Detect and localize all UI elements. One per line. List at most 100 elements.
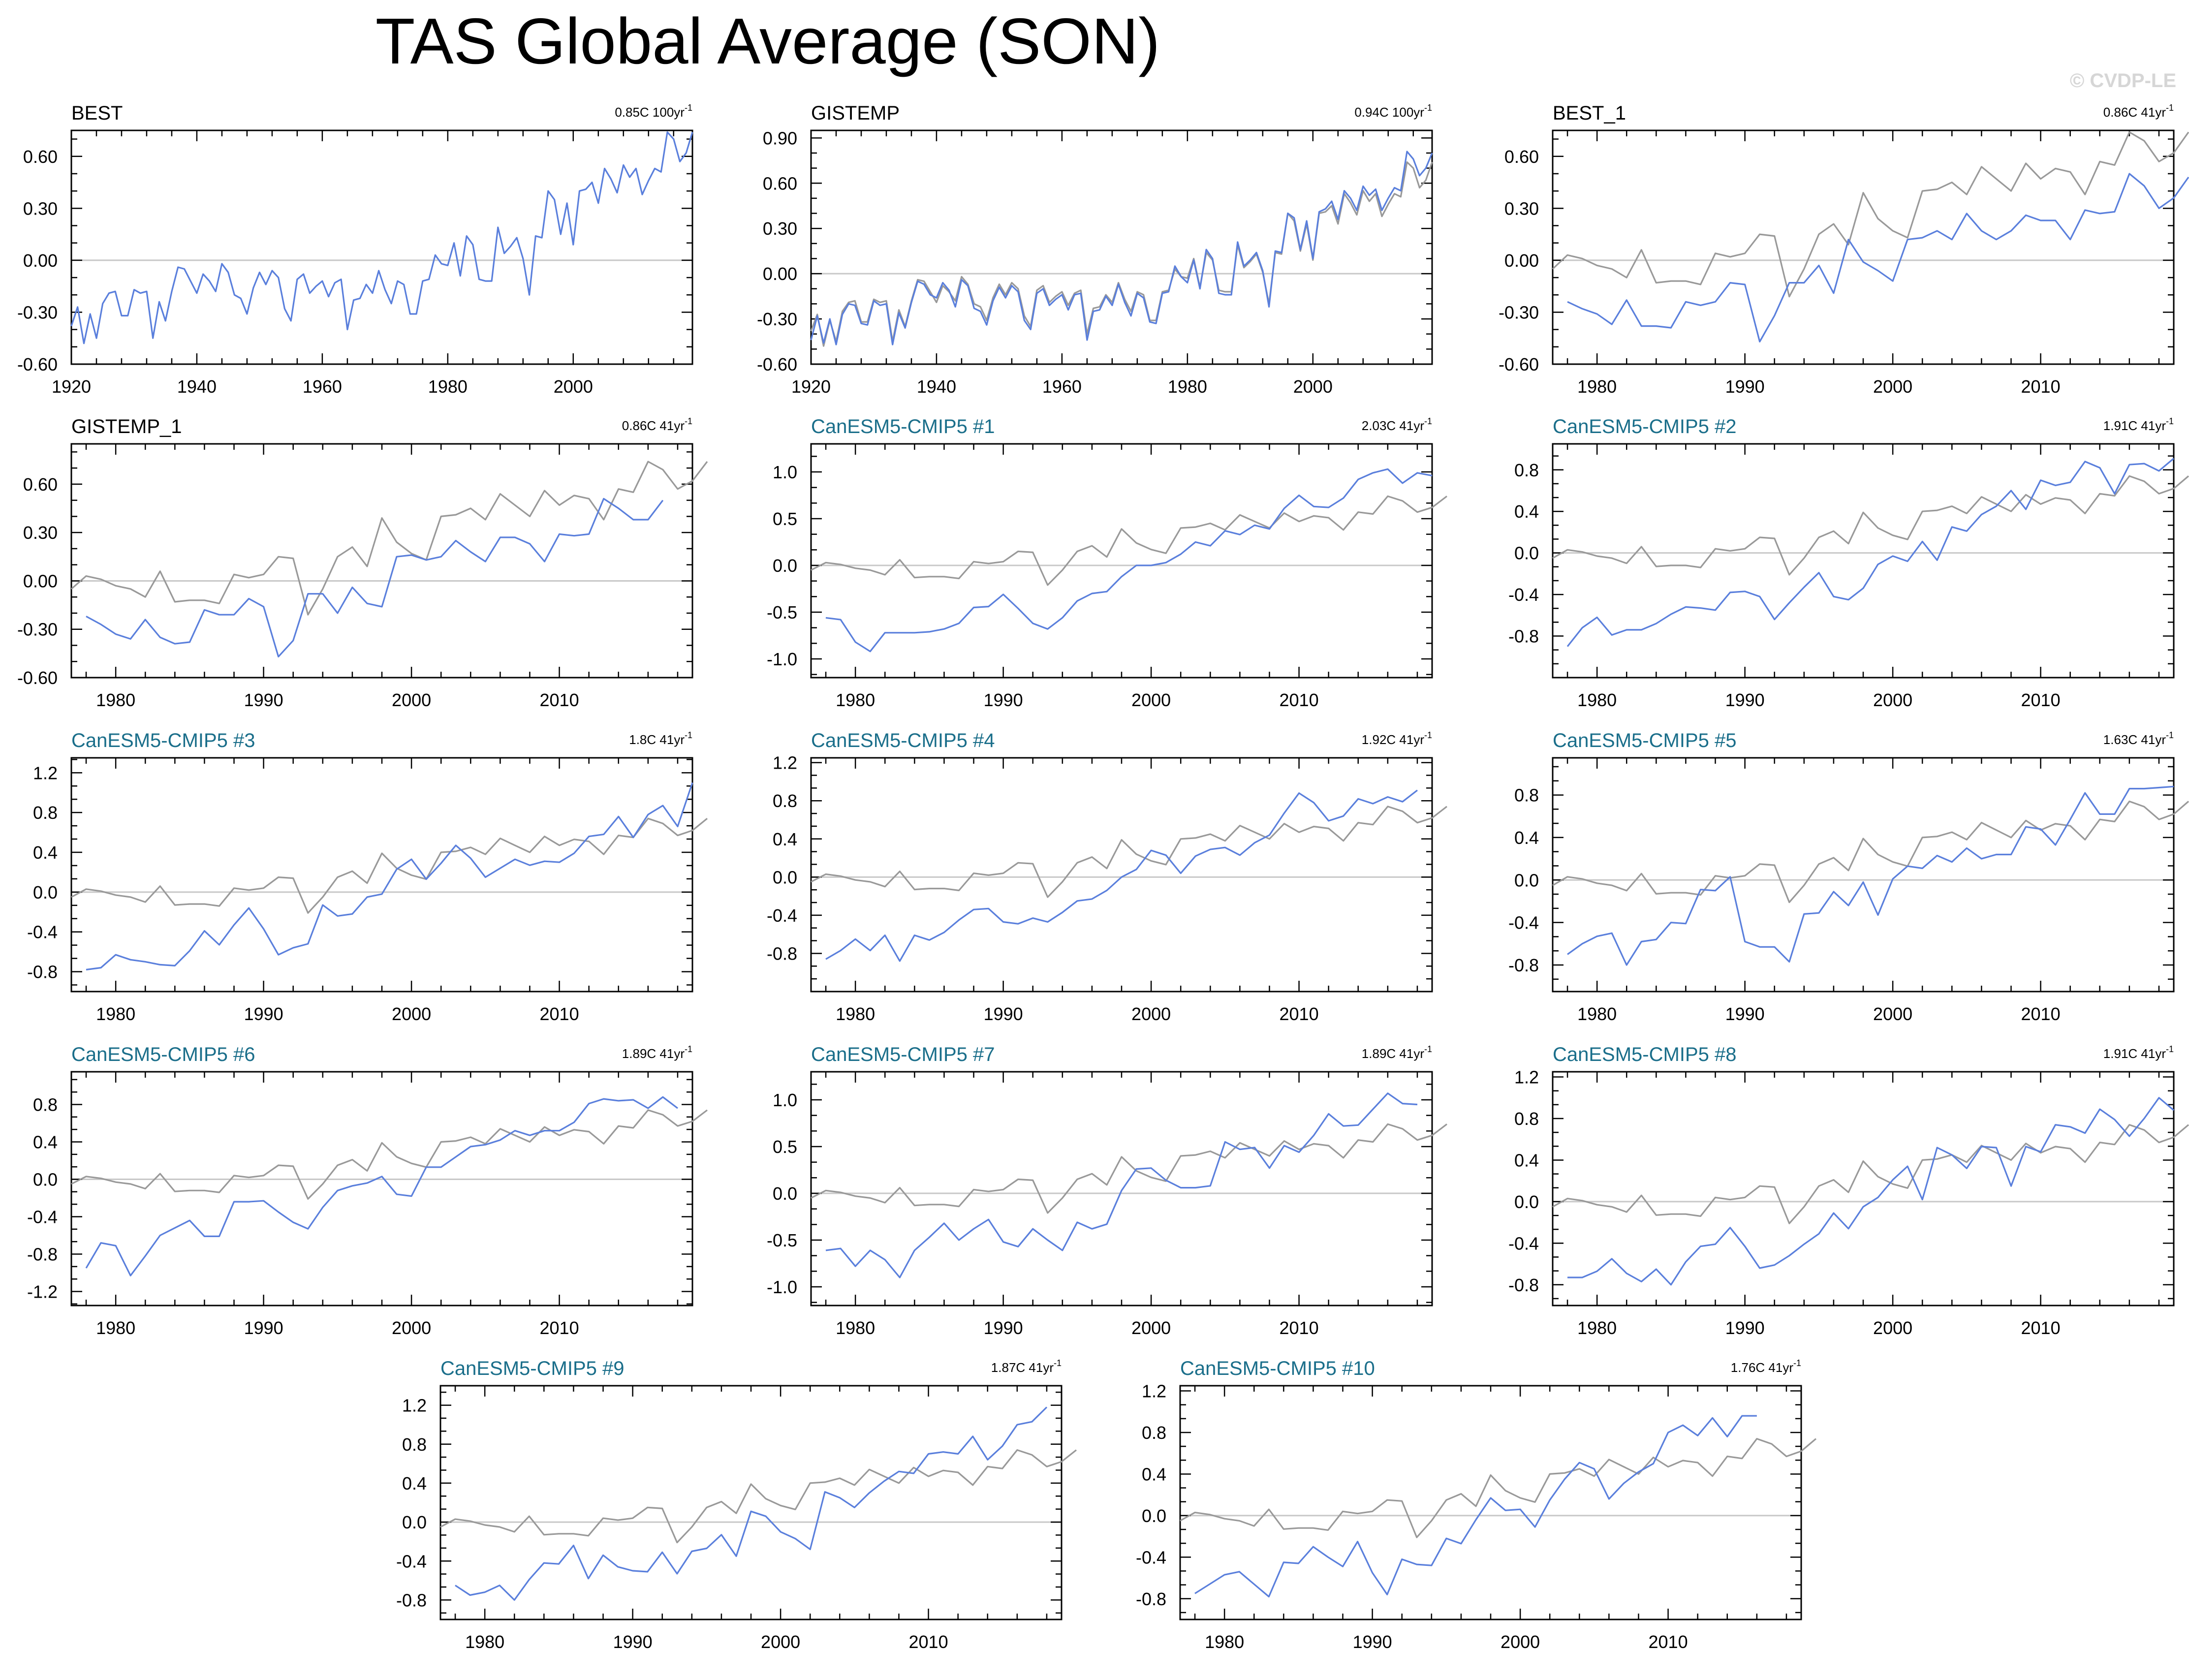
panel-6: CanESM5-CMIP5 #2 1.91C 41yr-1 1980 1990 2000… — [1508, 416, 2189, 710]
x-tick-label: 1980 — [836, 1318, 875, 1338]
obs-series-line — [810, 161, 1433, 347]
y-tick-label: 0.0 — [1514, 870, 1539, 890]
x-tick-label: 2010 — [2021, 376, 2061, 397]
x-tick-label: 2010 — [2021, 1004, 2061, 1024]
y-tick-label: -0.8 — [396, 1590, 427, 1610]
trend-value: 1.63C 41yr — [2103, 732, 2166, 747]
y-tick-label: 0.60 — [23, 147, 58, 167]
trend-exponent: -1 — [685, 730, 692, 740]
y-tick-label: 0.00 — [1504, 250, 1539, 271]
x-tick-label: 1980 — [1577, 1004, 1617, 1024]
trend-value: 1.76C 41yr — [1731, 1360, 1794, 1375]
y-tick-label: -0.4 — [1136, 1547, 1166, 1567]
trend-label: 0.86C 41yr-1 — [622, 416, 692, 433]
y-tick-label: -0.60 — [17, 668, 58, 688]
y-tick-label: 0.4 — [1514, 501, 1539, 522]
x-tick-label: 1990 — [984, 1318, 1023, 1338]
y-tick-label: -0.5 — [767, 602, 797, 622]
x-tick-label: 2000 — [392, 1318, 431, 1338]
trend-value: 1.8C 41yr — [629, 732, 685, 747]
x-tick-label: 1990 — [1725, 1318, 1765, 1338]
model-series-line — [810, 151, 1433, 345]
trend-label: 1.91C 41yr-1 — [2103, 1044, 2174, 1061]
y-tick-label: 0.8 — [402, 1434, 427, 1455]
x-tick-label: 1990 — [244, 1318, 283, 1338]
y-tick-label: -0.8 — [27, 1244, 58, 1265]
panel-10: CanESM5-CMIP5 #6 1.89C 41yr-1 1980 1990 2000… — [27, 1044, 708, 1338]
x-tick-label: 2000 — [761, 1632, 800, 1652]
panel-13: CanESM5-CMIP5 #9 1.87C 41yr-1 1980 1990 2000… — [396, 1358, 1077, 1652]
obs-series-line — [71, 817, 708, 914]
x-tick-label: 2010 — [540, 690, 579, 710]
y-tick-label: -0.8 — [1508, 955, 1539, 975]
trend-value: 1.89C 41yr — [1362, 1046, 1425, 1061]
plot-frame — [1552, 443, 2175, 679]
x-tick-label: 1990 — [613, 1632, 653, 1652]
y-tick-label: -0.8 — [1508, 626, 1539, 647]
x-tick-label: 1980 — [1577, 690, 1617, 710]
x-tick-label: 2000 — [1131, 1004, 1171, 1024]
trend-value: 0.86C 41yr — [622, 418, 685, 433]
y-tick-label: 0.8 — [33, 803, 58, 823]
trend-value: 1.92C 41yr — [1362, 732, 1425, 747]
y-tick-label: -0.30 — [17, 302, 58, 322]
y-tick-label: 0.4 — [33, 1132, 58, 1152]
y-tick-label: 0.4 — [1514, 828, 1539, 848]
y-tick-label: 1.0 — [773, 462, 797, 482]
trend-value: 0.86C 41yr — [2103, 105, 2166, 120]
y-tick-label: 0.30 — [23, 198, 58, 218]
obs-series-line — [70, 461, 708, 616]
y-tick-label: -0.4 — [27, 1207, 58, 1227]
x-tick-label: 2000 — [1873, 376, 1912, 397]
obs-series-line — [1552, 475, 2189, 576]
trend-value: 1.89C 41yr — [622, 1046, 685, 1061]
x-tick-label: 1990 — [984, 690, 1023, 710]
x-tick-label: 1920 — [52, 376, 91, 397]
x-tick-label: 1980 — [1168, 376, 1207, 397]
y-tick-label: 0.0 — [1142, 1506, 1166, 1526]
trend-exponent: -1 — [685, 103, 692, 113]
y-tick-label: 0.60 — [23, 474, 58, 495]
y-tick-label: 0.0 — [33, 1170, 58, 1190]
obs-series-line — [1552, 800, 2189, 903]
panel-11: CanESM5-CMIP5 #7 1.89C 41yr-1 1980 1990 2000… — [767, 1044, 1447, 1338]
x-tick-label: 1980 — [96, 1318, 135, 1338]
trend-label: 2.03C 41yr-1 — [1362, 416, 1432, 433]
y-tick-label: -0.4 — [1508, 1233, 1539, 1253]
x-tick-label: 1990 — [244, 690, 283, 710]
trend-exponent: -1 — [685, 1044, 692, 1054]
panel-title: CanESM5-CMIP5 #7 — [811, 1044, 995, 1065]
obs-series-line — [811, 1123, 1447, 1214]
model-series-line — [1566, 458, 2175, 647]
y-tick-label: -0.8 — [1136, 1589, 1166, 1609]
panel-title: CanESM5-CMIP5 #10 — [1180, 1358, 1375, 1379]
x-tick-label: 1940 — [177, 376, 217, 397]
y-tick-label: 0.5 — [773, 509, 797, 529]
model-series-line — [85, 1096, 678, 1276]
model-series-line — [455, 1406, 1048, 1601]
trend-value: 1.91C 41yr — [2103, 1046, 2166, 1061]
y-tick-label: 0.5 — [773, 1137, 797, 1157]
trend-label: 1.91C 41yr-1 — [2103, 416, 2174, 433]
trend-label: 1.89C 41yr-1 — [622, 1044, 692, 1061]
x-tick-label: 1990 — [244, 1004, 283, 1024]
x-tick-label: 1980 — [1577, 1318, 1617, 1338]
y-tick-label: 0.60 — [763, 173, 797, 193]
x-tick-label: 1980 — [836, 690, 875, 710]
y-tick-label: -1.2 — [27, 1282, 58, 1302]
plot-frame — [810, 129, 1433, 365]
y-tick-label: 0.00 — [763, 264, 797, 284]
trend-label: 0.86C 41yr-1 — [2103, 103, 2174, 120]
y-tick-label: 0.4 — [1142, 1464, 1166, 1484]
plot-frame — [810, 443, 1433, 679]
trend-value: 0.94C 100yr — [1354, 105, 1424, 120]
x-tick-label: 1920 — [791, 376, 831, 397]
panel-title: GISTEMP_1 — [71, 416, 182, 437]
panel-title: BEST_1 — [1553, 102, 1626, 124]
model-series-line — [1194, 1415, 1757, 1598]
y-tick-label: 0.0 — [773, 1183, 797, 1204]
plot-frame — [439, 1385, 1063, 1620]
x-tick-label: 1980 — [465, 1632, 504, 1652]
trend-exponent: -1 — [2166, 1044, 2174, 1054]
plot-frame — [1552, 757, 2175, 993]
